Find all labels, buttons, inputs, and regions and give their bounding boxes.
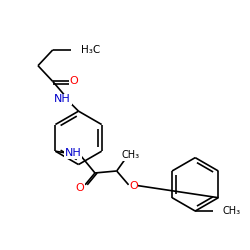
Text: O: O <box>69 76 78 86</box>
Text: O: O <box>76 183 84 193</box>
Text: CH₃: CH₃ <box>223 206 241 216</box>
Text: CH₃: CH₃ <box>122 150 140 160</box>
Text: O: O <box>129 181 138 191</box>
Text: NH: NH <box>54 94 71 104</box>
Text: H₃C: H₃C <box>80 45 100 55</box>
Text: NH: NH <box>65 148 82 158</box>
